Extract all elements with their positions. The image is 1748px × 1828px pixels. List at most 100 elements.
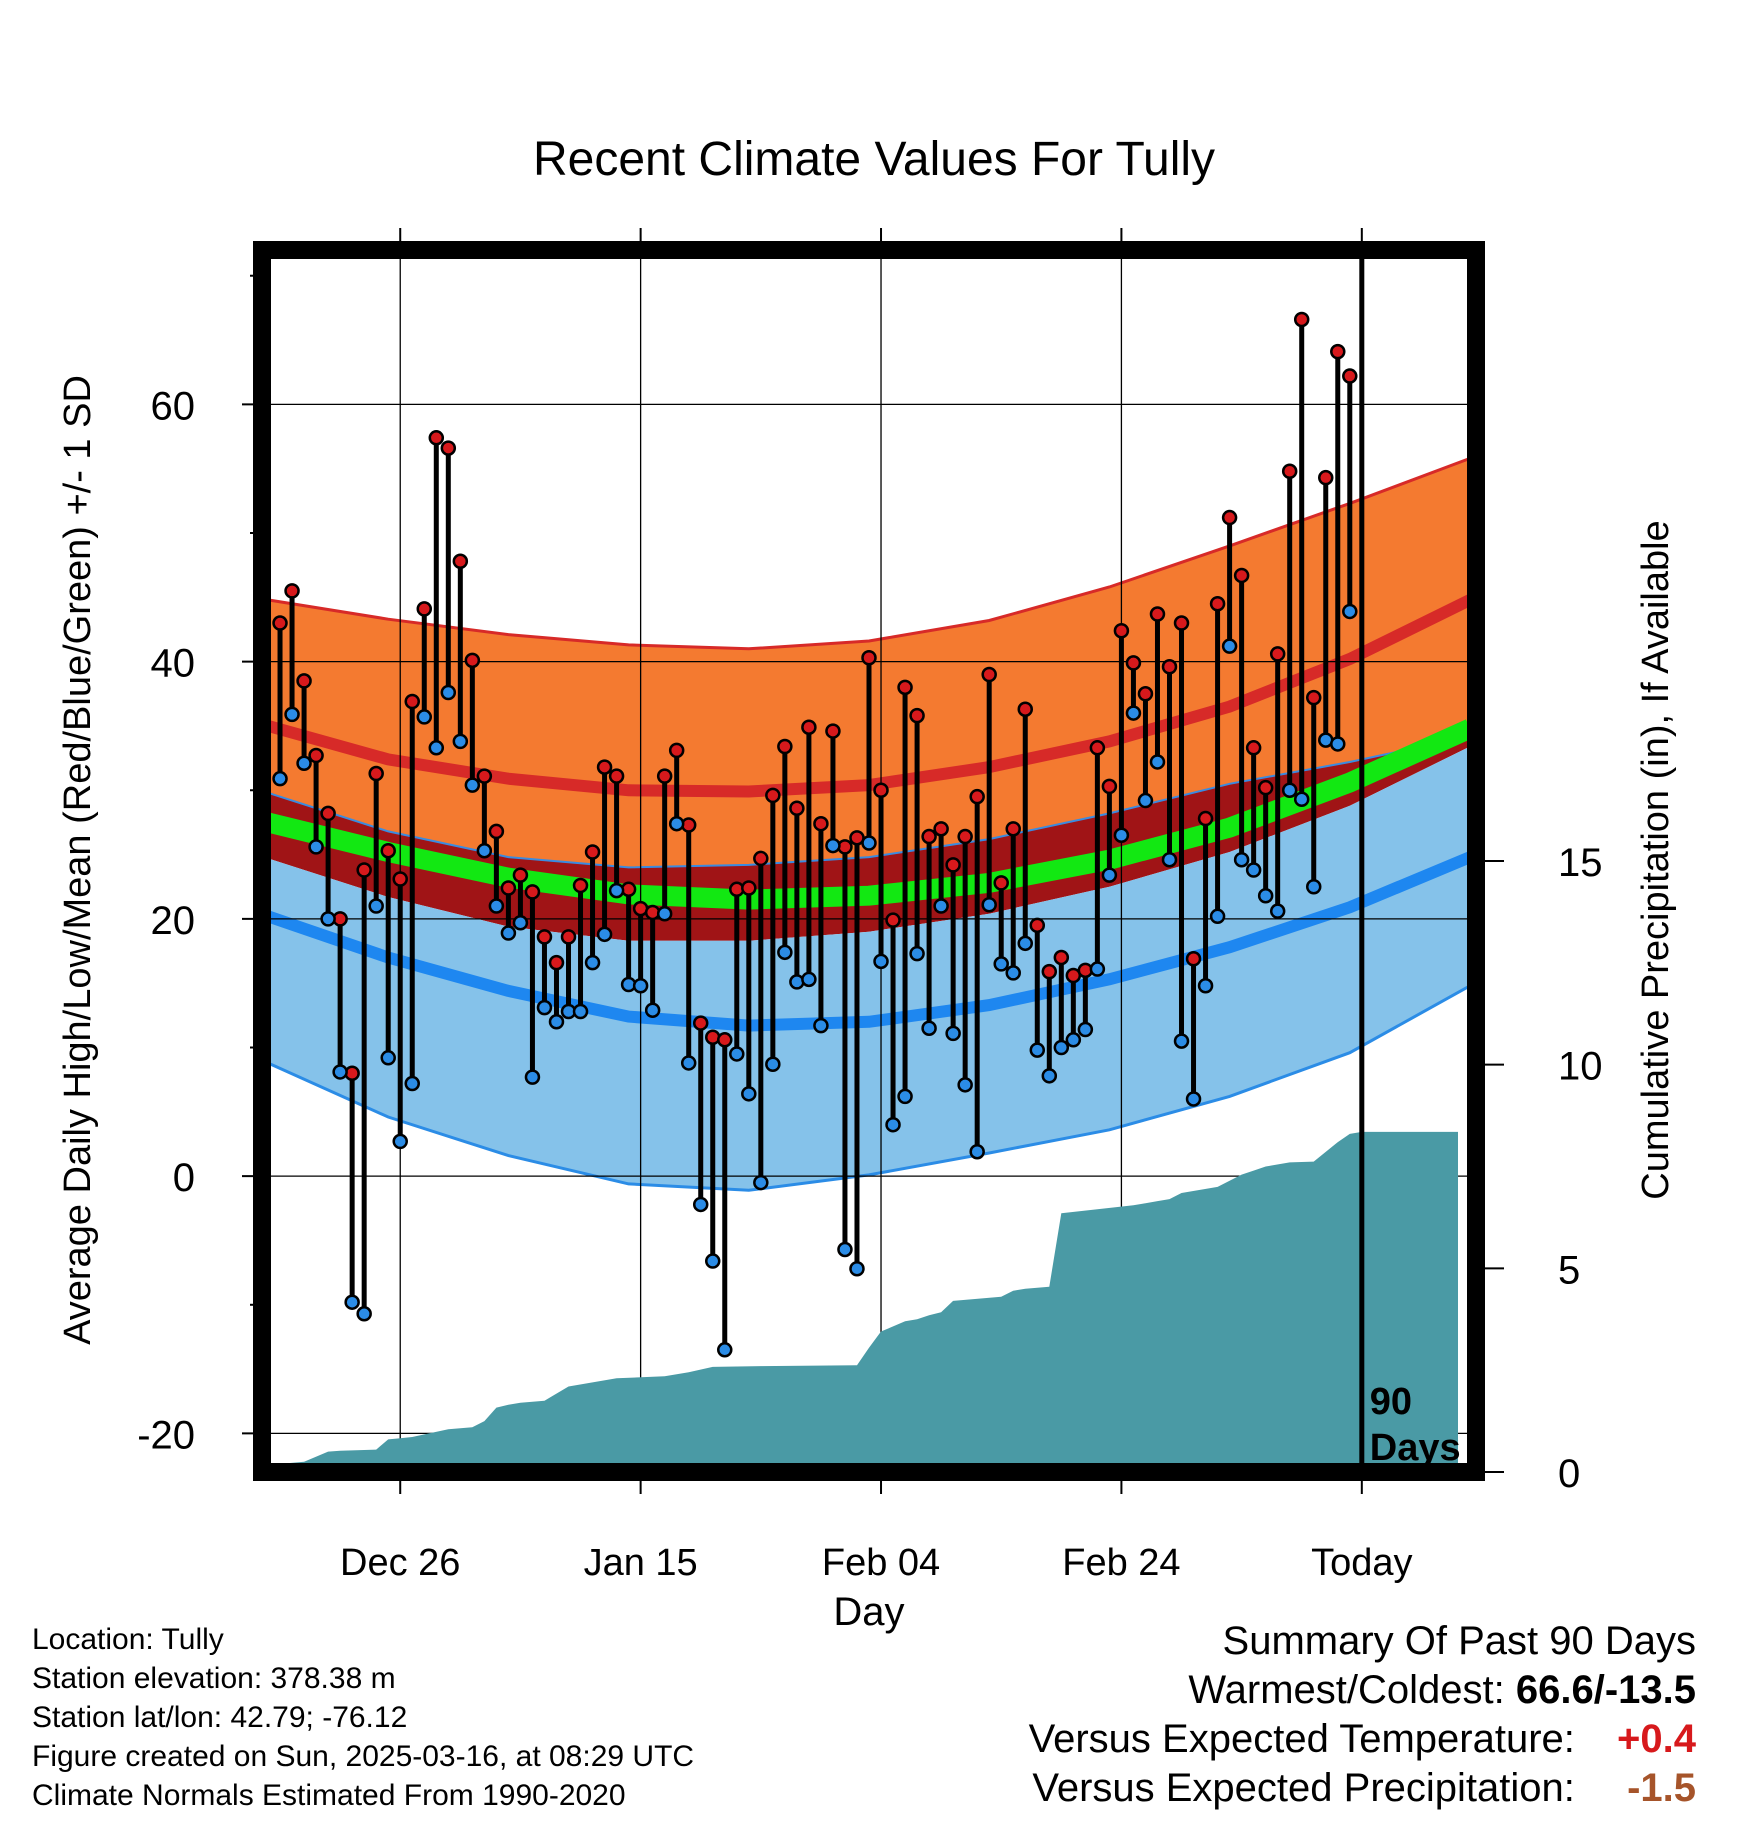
y2-axis-label: Cumulative Precipitation (in), If Availa…	[1635, 520, 1677, 1199]
warmest-coldest-label: Warmest/Coldest:	[1188, 1668, 1505, 1712]
high-temp-point	[897, 679, 913, 696]
low-temp-point	[692, 1196, 709, 1213]
low-temp-point	[296, 755, 312, 771]
low-temp-point	[1029, 1042, 1046, 1058]
high-temp-point	[1101, 778, 1118, 795]
location-text: Location: Tully	[32, 1623, 224, 1656]
high-temp-point	[753, 850, 769, 867]
low-temp-point	[1209, 908, 1226, 925]
high-temp-point	[933, 821, 949, 837]
low-temp-point	[512, 914, 529, 931]
high-temp-point	[320, 805, 336, 822]
low-temp-point	[933, 898, 949, 914]
y2-tick-label: 15	[1558, 841, 1603, 885]
high-minus-sd-line	[267, 735, 1471, 869]
high-temp-point	[1053, 949, 1070, 966]
low-temp-point	[909, 945, 925, 962]
high-temp-point	[488, 823, 505, 840]
y-axis-label: Average Daily High/Low/Mean (Red/Blue/Gr…	[57, 375, 99, 1345]
low-temp-point	[1017, 935, 1034, 952]
high-temp-point	[1005, 821, 1021, 837]
temp-departure-label: Versus Expected Temperature:	[1028, 1717, 1575, 1761]
high-temp-point	[1293, 311, 1310, 328]
high-temp-point	[656, 768, 673, 784]
low-sd-band	[268, 746, 1470, 1191]
high-temp-point	[1342, 368, 1358, 384]
low-temp-point	[572, 1003, 589, 1020]
high-temp-point	[380, 842, 396, 859]
low-temp-point	[440, 684, 457, 701]
high-temp-point	[272, 615, 288, 631]
x-tick-label: Feb 24	[1062, 1542, 1180, 1584]
low-temp-point	[957, 1077, 973, 1093]
high-temp-point	[1029, 917, 1046, 934]
high-temp-point	[765, 787, 781, 804]
high-temp-point	[668, 742, 685, 759]
low-temp-point	[596, 926, 613, 943]
high-temp-point	[512, 867, 529, 883]
high-temp-point	[296, 673, 312, 689]
high-temp-point	[861, 650, 877, 666]
low-temp-point	[897, 1088, 913, 1105]
low-temp-point	[921, 1020, 937, 1036]
y-tick-label: 0	[173, 1156, 195, 1200]
high-temp-point	[1305, 689, 1322, 706]
precip-departure-row: Versus Expected Precipitation: -1.5	[1029, 1764, 1696, 1813]
created-text: Figure created on Sun, 2025-03-16, at 08…	[32, 1740, 695, 1773]
low-temp-point	[644, 1002, 661, 1018]
high-temp-point	[308, 747, 324, 764]
low-temp-point	[1149, 754, 1166, 770]
low-temp-point	[753, 1174, 769, 1191]
high-temp-point	[608, 768, 625, 784]
high-temp-point	[921, 828, 937, 845]
low-temp-point	[680, 1055, 697, 1071]
low-temp-point	[320, 911, 336, 927]
low-temp-point	[536, 999, 553, 1016]
low-temp-point	[1342, 603, 1358, 620]
high-temp-point	[1281, 463, 1298, 479]
high-temp-point	[1125, 655, 1142, 671]
low-temp-point	[1077, 1021, 1094, 1038]
high-temp-point	[1233, 567, 1250, 584]
high-temp-point	[1257, 779, 1274, 796]
high-temp-point	[572, 877, 589, 894]
high-plus-sd-line	[267, 456, 1471, 651]
high-temp-point	[945, 857, 961, 873]
low-temp-point	[825, 837, 841, 854]
low-temp-point	[404, 1075, 420, 1092]
low-temp-point	[476, 842, 493, 859]
low-temp-point	[1113, 827, 1130, 844]
y-tick-label: -20	[137, 1413, 195, 1457]
y-tick-label: 20	[151, 899, 196, 943]
high-temp-point	[464, 652, 481, 669]
high-temp-point	[741, 880, 757, 896]
low-temp-point	[1330, 736, 1346, 752]
low-temp-point	[1185, 1091, 1202, 1107]
low-temp-point	[380, 1050, 396, 1066]
low-temp-point	[981, 896, 997, 913]
summary-title: Summary Of Past 90 Days	[1222, 1619, 1696, 1663]
high-temp-point	[476, 768, 493, 784]
low-temp-point	[1053, 1039, 1070, 1056]
high-temp-point	[1041, 963, 1058, 980]
low-temp-point	[1101, 867, 1118, 883]
precip-departure-value: -1.5	[1627, 1766, 1696, 1810]
high-temp-point	[801, 719, 817, 735]
y-tick-label: 40	[151, 642, 196, 686]
high-temp-point	[440, 440, 457, 456]
low-temp-point	[741, 1086, 757, 1102]
low-temp-point	[1197, 978, 1214, 994]
low-temp-point	[969, 1143, 985, 1160]
high-temp-point	[1318, 469, 1334, 486]
normal-mean-line	[265, 719, 1475, 910]
high-temp-point	[1197, 810, 1214, 827]
low-temp-point	[1305, 878, 1322, 895]
y-tick-label: 60	[151, 384, 196, 428]
low-temp-point	[1233, 851, 1250, 868]
high-temp-point	[1137, 686, 1154, 702]
low-temp-point	[1269, 903, 1286, 919]
precip-departure-label: Versus Expected Precipitation:	[1032, 1766, 1575, 1810]
high-temp-point	[969, 788, 985, 805]
high-temp-point	[825, 723, 841, 739]
high-temp-point	[548, 954, 565, 971]
